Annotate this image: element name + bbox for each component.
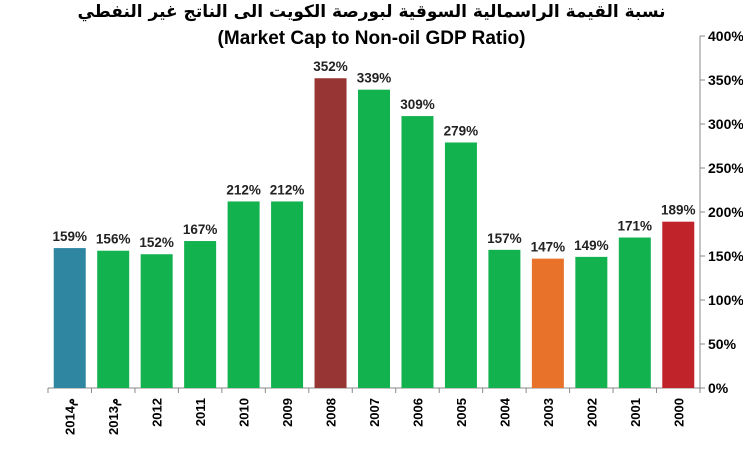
chart-title: نسبة القيمة الراسمالية السوقية لبورصة ال…	[77, 2, 666, 22]
y-tick-label: 150%	[708, 248, 743, 264]
x-tick-label: 2012	[150, 398, 165, 427]
bar	[227, 201, 260, 388]
data-label: 352%	[313, 59, 348, 74]
x-tick-label: 2002	[584, 398, 599, 427]
x-tick-label: 2000	[671, 398, 686, 427]
bar	[575, 256, 608, 388]
data-label: 279%	[444, 123, 479, 138]
x-tick-label: 2007	[367, 398, 382, 427]
data-label: 149%	[574, 238, 609, 253]
bar	[271, 201, 304, 388]
data-label: 167%	[183, 222, 218, 237]
x-tick-label: 2004	[497, 397, 512, 427]
x-tick-label: 2011	[193, 398, 208, 426]
x-tick-label: 2014م	[63, 398, 79, 435]
y-tick-label: 200%	[708, 204, 743, 220]
data-label: 309%	[400, 97, 435, 112]
data-label: 147%	[531, 240, 566, 255]
bar	[97, 250, 130, 388]
x-tick-label: 2013م	[106, 398, 122, 435]
bar	[140, 254, 173, 388]
chart-subtitle: (Market Cap to Non-oil GDP Ratio)	[217, 28, 526, 49]
bar	[531, 258, 564, 388]
x-tick-label: 2005	[454, 398, 469, 427]
data-label: 156%	[96, 232, 131, 247]
bar	[662, 221, 695, 388]
y-tick-label: 250%	[708, 160, 743, 176]
x-tick-label: 2010	[237, 398, 252, 427]
bar	[444, 142, 477, 388]
data-label: 171%	[618, 219, 653, 234]
y-tick-label: 0%	[708, 380, 729, 396]
data-label: 159%	[52, 229, 87, 244]
y-tick-label: 100%	[708, 292, 743, 308]
bar	[488, 249, 521, 388]
y-tick-label: 50%	[708, 336, 737, 352]
bar	[314, 78, 347, 389]
data-label: 212%	[270, 182, 305, 197]
data-label: 339%	[357, 71, 392, 86]
x-tick-label: 2009	[280, 398, 295, 427]
y-tick-label: 350%	[708, 72, 743, 88]
data-label: 152%	[139, 235, 174, 250]
data-label: 157%	[487, 231, 522, 246]
y-tick-label: 300%	[708, 116, 743, 132]
bar	[184, 241, 217, 388]
x-tick-label: 2006	[410, 398, 425, 427]
x-tick-label: 2003	[541, 398, 556, 427]
bar	[401, 116, 434, 388]
bar	[53, 248, 86, 388]
bar	[358, 89, 390, 389]
data-label: 212%	[226, 182, 261, 197]
y-tick-label: 400%	[708, 28, 743, 44]
bar	[618, 237, 651, 388]
data-label: 189%	[661, 203, 696, 218]
x-tick-label: 2001	[628, 398, 643, 427]
x-tick-label: 2008	[324, 398, 339, 427]
